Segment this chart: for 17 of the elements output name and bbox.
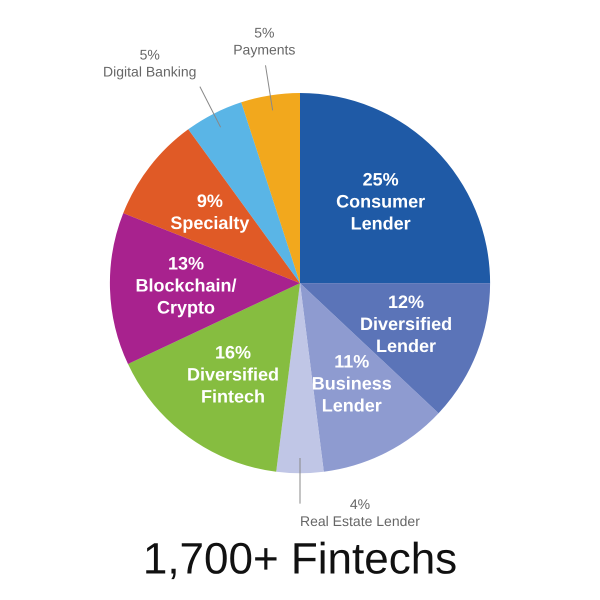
data-label: 13% bbox=[168, 254, 204, 274]
data-label: 9% bbox=[196, 191, 223, 212]
data-label: 5% bbox=[254, 24, 274, 41]
data-label: 25% bbox=[362, 169, 399, 190]
slice-label: Business Lender bbox=[312, 374, 392, 416]
data-label: 4% bbox=[350, 496, 370, 512]
slice-label: Digital Banking bbox=[103, 64, 196, 80]
slice-label: Payments bbox=[233, 42, 296, 58]
slice-label: Consumer Lender bbox=[336, 191, 426, 234]
data-label: 5% bbox=[140, 46, 160, 63]
slice-label: Real Estate Lender bbox=[300, 513, 420, 530]
text: 1,700+ Fintechs bbox=[142, 534, 458, 584]
data-label: 16% bbox=[214, 342, 251, 362]
slice-label: Specialty bbox=[170, 213, 250, 234]
slice-label: Diversified Fintech bbox=[186, 364, 279, 406]
data-label: 12% bbox=[388, 292, 424, 312]
slice-label: Blockchain/Crypto bbox=[135, 276, 237, 318]
